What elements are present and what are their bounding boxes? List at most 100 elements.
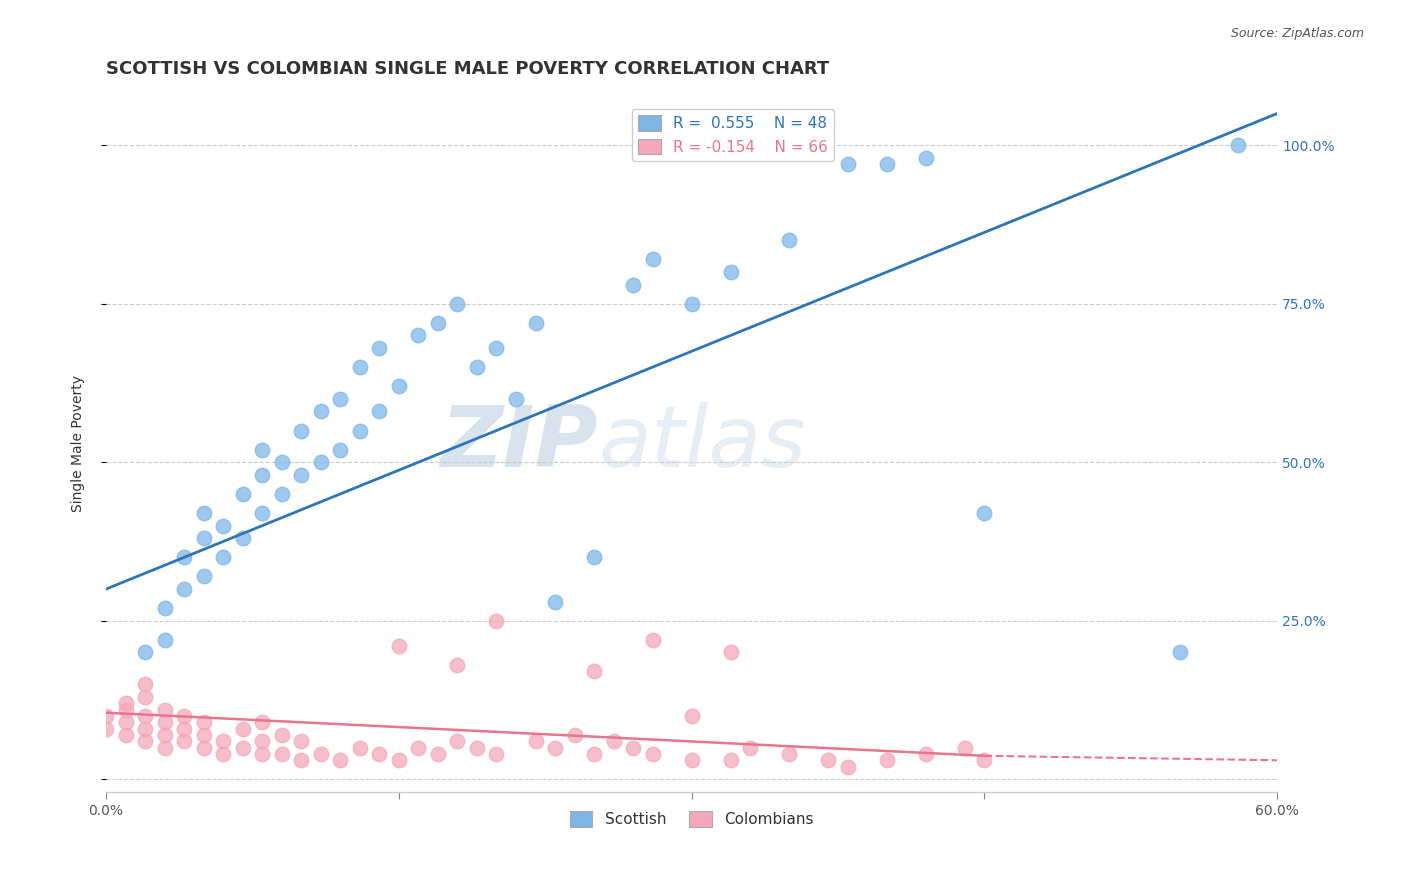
Point	[94, 709, 117, 723]
Text: ZIP: ZIP	[440, 401, 598, 484]
Point	[153, 728, 176, 742]
Point	[876, 753, 898, 767]
Point	[740, 740, 762, 755]
Point	[720, 265, 742, 279]
Text: atlas: atlas	[598, 401, 806, 484]
Point	[408, 740, 430, 755]
Point	[252, 506, 274, 520]
Point	[329, 753, 352, 767]
Point	[153, 715, 176, 730]
Point	[270, 728, 292, 742]
Point	[270, 487, 292, 501]
Point	[232, 531, 254, 545]
Point	[583, 665, 606, 679]
Point	[915, 151, 938, 165]
Point	[583, 550, 606, 565]
Point	[876, 157, 898, 171]
Point	[232, 487, 254, 501]
Point	[309, 747, 332, 761]
Point	[193, 569, 215, 583]
Point	[681, 296, 703, 310]
Point	[270, 455, 292, 469]
Point	[349, 360, 371, 375]
Point	[114, 696, 136, 710]
Point	[368, 341, 391, 355]
Point	[309, 404, 332, 418]
Point	[465, 740, 488, 755]
Point	[134, 734, 156, 748]
Point	[173, 734, 195, 748]
Point	[720, 753, 742, 767]
Point	[290, 734, 312, 748]
Point	[134, 709, 156, 723]
Point	[505, 392, 527, 406]
Point	[290, 467, 312, 482]
Point	[426, 747, 449, 761]
Point	[524, 734, 547, 748]
Point	[426, 316, 449, 330]
Point	[583, 747, 606, 761]
Point	[173, 582, 195, 596]
Point	[544, 595, 567, 609]
Point	[134, 645, 156, 659]
Point	[837, 759, 859, 773]
Point	[114, 715, 136, 730]
Point	[114, 702, 136, 716]
Point	[252, 715, 274, 730]
Point	[915, 747, 938, 761]
Point	[134, 722, 156, 736]
Point	[212, 747, 235, 761]
Point	[270, 747, 292, 761]
Point	[252, 747, 274, 761]
Point	[1227, 138, 1250, 153]
Point	[329, 442, 352, 457]
Point	[446, 296, 468, 310]
Point	[681, 709, 703, 723]
Point	[720, 645, 742, 659]
Point	[193, 506, 215, 520]
Point	[349, 424, 371, 438]
Point	[408, 328, 430, 343]
Point	[290, 753, 312, 767]
Point	[602, 734, 624, 748]
Point	[193, 715, 215, 730]
Point	[153, 632, 176, 647]
Point	[153, 702, 176, 716]
Point	[212, 550, 235, 565]
Point	[564, 728, 586, 742]
Text: Source: ZipAtlas.com: Source: ZipAtlas.com	[1230, 27, 1364, 40]
Point	[778, 747, 800, 761]
Point	[621, 277, 644, 292]
Point	[368, 404, 391, 418]
Text: SCOTTISH VS COLOMBIAN SINGLE MALE POVERTY CORRELATION CHART: SCOTTISH VS COLOMBIAN SINGLE MALE POVERT…	[105, 60, 830, 78]
Y-axis label: Single Male Poverty: Single Male Poverty	[72, 375, 86, 512]
Point	[446, 734, 468, 748]
Point	[252, 734, 274, 748]
Point	[232, 722, 254, 736]
Point	[349, 740, 371, 755]
Legend: Scottish, Colombians: Scottish, Colombians	[564, 805, 820, 833]
Point	[173, 550, 195, 565]
Point	[193, 740, 215, 755]
Point	[368, 747, 391, 761]
Point	[973, 753, 995, 767]
Point	[252, 467, 274, 482]
Point	[485, 341, 508, 355]
Point	[173, 709, 195, 723]
Point	[621, 740, 644, 755]
Point	[837, 157, 859, 171]
Point	[388, 639, 411, 653]
Point	[465, 360, 488, 375]
Point	[290, 424, 312, 438]
Point	[446, 658, 468, 673]
Point	[641, 747, 664, 761]
Point	[114, 728, 136, 742]
Point	[329, 392, 352, 406]
Point	[817, 753, 839, 767]
Point	[524, 316, 547, 330]
Point	[252, 442, 274, 457]
Point	[173, 722, 195, 736]
Point	[193, 531, 215, 545]
Point	[544, 740, 567, 755]
Point	[212, 518, 235, 533]
